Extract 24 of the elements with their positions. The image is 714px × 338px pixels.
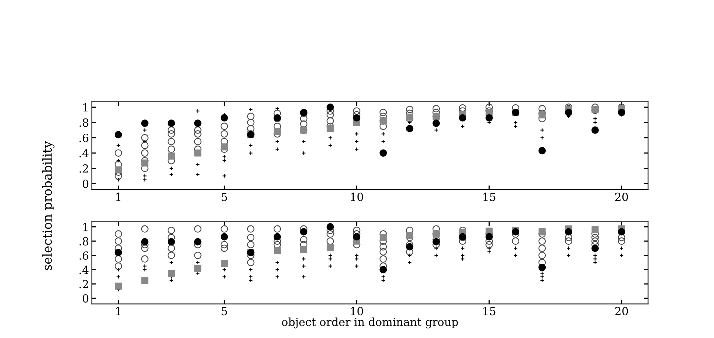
y-tick-label: 0 xyxy=(82,294,89,303)
y-tick-label: 1 xyxy=(84,223,88,232)
y-tick-label: .2 xyxy=(80,280,88,289)
y-tick-label: .4 xyxy=(80,266,89,274)
x-axis-title: object order in dominant group xyxy=(282,318,458,329)
y-tick-label: .4 xyxy=(80,149,89,158)
x-tick-label: 15 xyxy=(484,307,496,316)
x-tick-label: 15 xyxy=(484,192,496,202)
x-tick-label: 5 xyxy=(222,307,228,316)
y-tick-label: 0 xyxy=(82,180,89,188)
x-tick-label: 20 xyxy=(616,307,628,316)
y-tick-label: .8 xyxy=(80,237,89,246)
y-axis-title: selection probability xyxy=(42,141,55,270)
x-tick-label: 1 xyxy=(116,307,121,316)
x-tick-label: 1 xyxy=(116,192,121,202)
x-tick-label: 5 xyxy=(222,193,228,202)
x-tick-label: 10 xyxy=(351,307,364,316)
y-tick-label: .6 xyxy=(80,252,89,260)
x-tick-label: 20 xyxy=(616,192,628,202)
y-tick-label: .2 xyxy=(80,164,88,173)
y-tick-label: .8 xyxy=(80,118,89,128)
y-tick-label: .6 xyxy=(80,134,89,142)
y-tick-label: 1 xyxy=(84,103,88,112)
x-tick-label: 10 xyxy=(351,192,364,202)
